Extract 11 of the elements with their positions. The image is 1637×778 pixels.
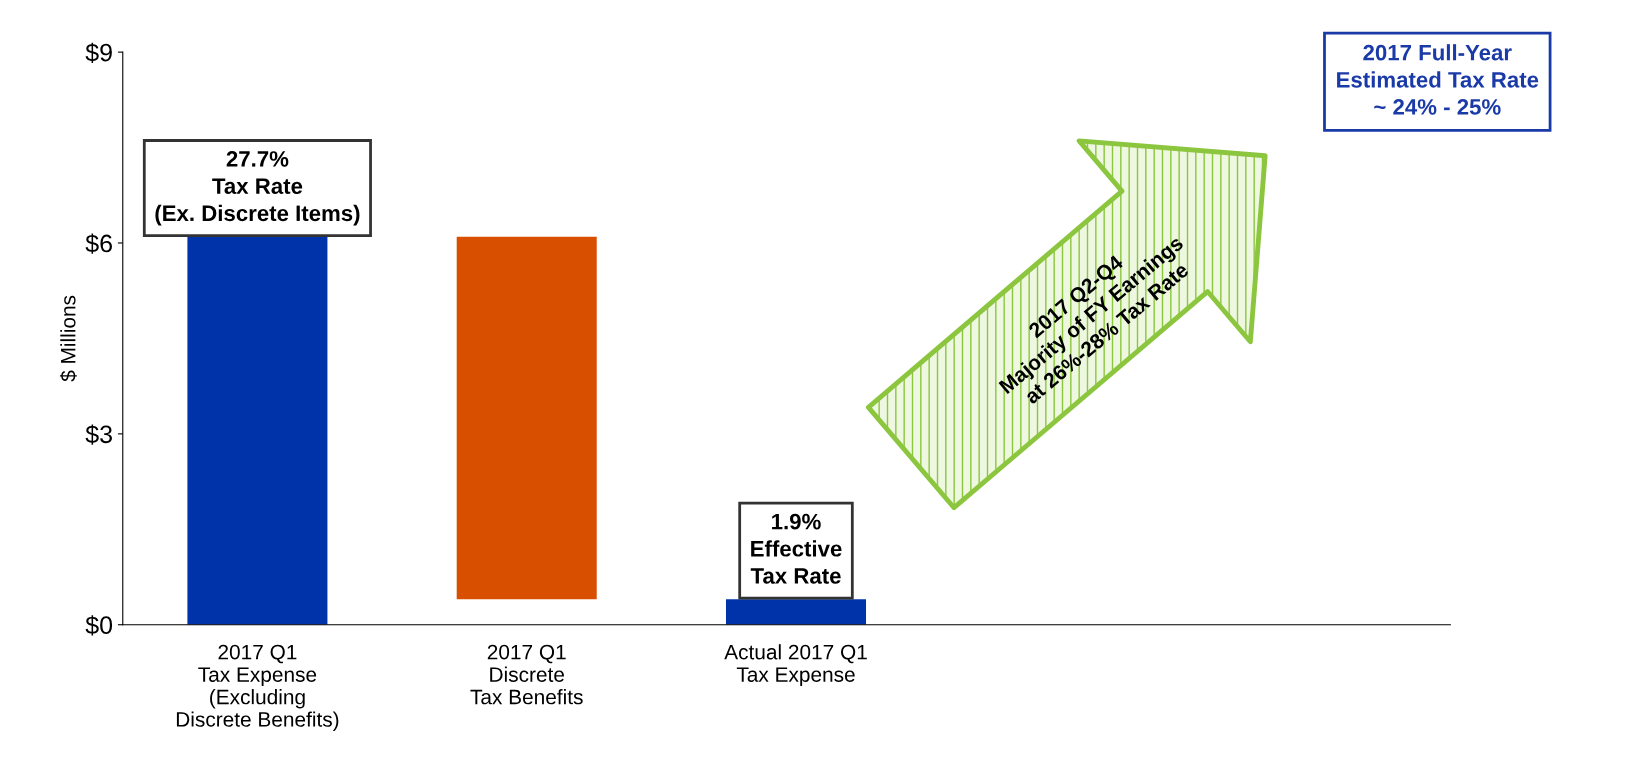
annotation: 27.7% Tax Rate (Ex. Discrete Items): [155, 151, 360, 226]
x-tick-label: Actual 2017 Q1 Tax Expense: [724, 644, 867, 687]
x-tick-label: 2017 Q1 Tax Expense (Excluding Discrete Benefits): [176, 644, 339, 731]
y-tick-label: $6: [85, 233, 112, 254]
y-axis-title: $ Millions: [59, 295, 77, 382]
y-tick-label: $0: [85, 615, 113, 636]
x-tick-label: 2017 Q1 Discrete Tax Benefits: [470, 644, 583, 705]
y-tick-label: $3: [85, 424, 112, 445]
text: 2017 Full-Year Estimated Tax Rate ~ 24% - 25%: [1337, 44, 1539, 115]
y-tick-label: $9: [85, 42, 112, 63]
annotation: 1.9% Effective Tax Rate: [750, 513, 842, 584]
